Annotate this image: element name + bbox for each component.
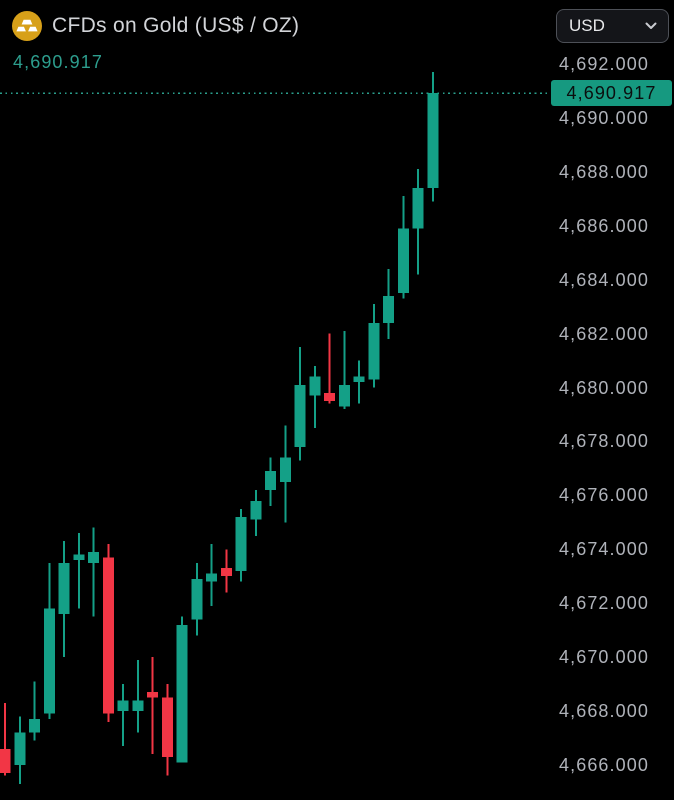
last-price-badge: 4,690.917 (551, 80, 672, 107)
candle-2 (14, 716, 26, 784)
candle-12 (161, 684, 173, 776)
candle-20 (279, 425, 291, 523)
candle-15 (206, 543, 217, 606)
currency-dropdown[interactable]: USD (556, 9, 669, 43)
candle-19 (265, 457, 276, 507)
candle-16 (220, 549, 232, 593)
chevron-down-icon (645, 22, 657, 30)
candle-28 (397, 196, 409, 299)
candle-27 (383, 268, 394, 339)
candle-25 (353, 360, 365, 404)
candle-10 (132, 659, 144, 733)
candle-5 (58, 541, 70, 658)
candle-30 (427, 72, 439, 202)
candle-23 (324, 333, 335, 404)
candle-9 (117, 684, 129, 747)
candle-3 (29, 681, 40, 741)
gold-bars-icon (12, 11, 42, 41)
instrument-title: CFDs on Gold (US$ / OZ) (52, 14, 300, 37)
candle-4 (43, 562, 55, 720)
current-price-label: 4,690.917 (13, 52, 103, 72)
candle-1 (0, 702, 11, 776)
candle-17 (235, 508, 247, 582)
candle-7 (88, 527, 99, 617)
candle-8 (102, 543, 114, 722)
candle-13 (176, 616, 188, 763)
candle-26 (368, 303, 380, 388)
candle-14 (191, 562, 203, 636)
candle-11 (147, 657, 158, 755)
candle-29 (412, 169, 424, 275)
candle-21 (294, 347, 306, 461)
currency-value: USD (569, 16, 605, 35)
candle-22 (309, 365, 321, 428)
candle-18 (250, 489, 262, 536)
candle-6 (73, 533, 85, 609)
instrument-header: CFDs on Gold (US$ / OZ) (12, 11, 299, 41)
candle-24 (338, 330, 350, 410)
